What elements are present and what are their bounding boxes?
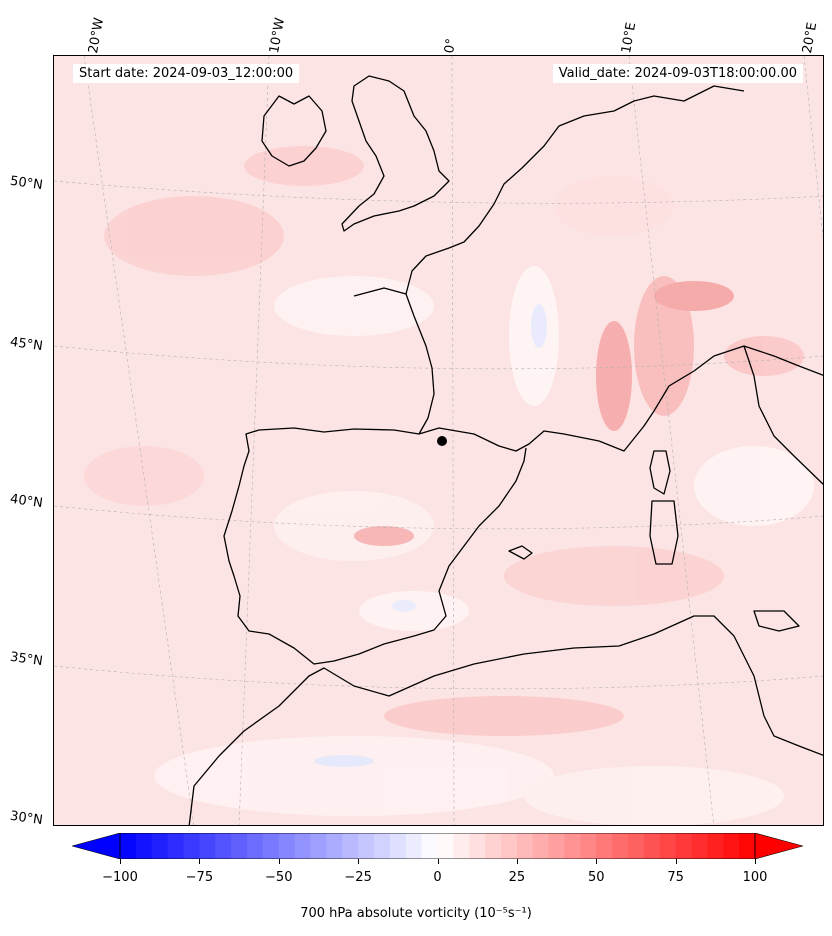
colorbar-max-arrow xyxy=(754,833,803,859)
colorbar-tick-label: 100 xyxy=(742,870,768,885)
colorbar-cell xyxy=(485,833,502,859)
coast-ireland xyxy=(261,95,327,167)
colorbar-tick-label: 0 xyxy=(433,870,442,885)
colorbar-tick-mark xyxy=(516,859,518,864)
graticule xyxy=(54,56,823,825)
colorbar-cell xyxy=(405,833,423,859)
lon-label-20e: 20°E xyxy=(800,21,821,55)
lon-label-10e: 10°E xyxy=(619,21,640,55)
colorbar-cell xyxy=(310,833,327,859)
colorbar-cell xyxy=(167,833,184,859)
colorbar-cell xyxy=(374,833,391,859)
coast-iberia xyxy=(223,427,527,665)
colorbar-tick-mark xyxy=(755,859,756,864)
colorbar-tick-label: 25 xyxy=(508,870,526,885)
colorbar-cell xyxy=(675,833,692,859)
colorbar-outline xyxy=(119,833,756,859)
lon-label-20w: 20°W xyxy=(86,16,108,55)
colorbar-cell xyxy=(183,833,200,859)
colorbar-cell xyxy=(564,833,581,859)
coast-france xyxy=(353,287,823,452)
colorbar-tick-label: 75 xyxy=(667,870,684,885)
coastlines xyxy=(188,75,823,825)
valid-date-box: Valid_date: 2024-09-03T18:00:00.00 xyxy=(552,64,803,83)
colorbar-cell xyxy=(628,833,645,859)
colorbar-cell xyxy=(294,833,311,859)
location-marker xyxy=(437,436,447,446)
colorbar-tick-mark xyxy=(596,859,598,864)
lon-label-0: 0° xyxy=(442,37,460,55)
colorbar-cell xyxy=(501,833,518,859)
colorbar-tick-mark xyxy=(199,859,201,864)
colorbar-cell xyxy=(358,833,375,859)
colorbar-tick-label: −100 xyxy=(102,870,138,885)
colorbar-cell xyxy=(342,833,359,859)
colorbar-cell xyxy=(326,833,343,859)
colorbar-cell xyxy=(247,833,264,859)
colorbar-cell xyxy=(421,833,438,859)
colorbar-cell xyxy=(389,833,407,859)
colorbar-tick-mark xyxy=(278,859,280,864)
colorbar-min-arrow xyxy=(72,833,121,859)
colorbar-tick-mark xyxy=(437,859,439,864)
colorbar-tick-mark xyxy=(120,859,121,864)
colorbar-tick-label: −25 xyxy=(344,870,372,885)
colorbar-cell xyxy=(215,833,232,859)
colorbar-cell xyxy=(120,833,137,859)
lat-label-40: 40°N xyxy=(9,491,44,512)
lat-label-45: 45°N xyxy=(9,334,44,355)
coast-north-africa xyxy=(188,615,823,825)
colorbar-tick-mark xyxy=(358,859,360,864)
lat-label-30: 30°N xyxy=(9,808,44,829)
coast-sardinia xyxy=(649,500,679,565)
coast-great-britain xyxy=(341,75,450,232)
colorbar-cell xyxy=(548,833,565,859)
map-canvas xyxy=(54,56,823,825)
coast-north-europe xyxy=(405,85,745,295)
colorbar-cell xyxy=(453,833,470,859)
colorbar-cell xyxy=(135,833,153,859)
colorbar-cell xyxy=(516,833,534,859)
colorbar-cell xyxy=(723,833,740,859)
coast-balearic xyxy=(508,545,533,560)
colorbar-title: 700 hPa absolute vorticity (10⁻⁵s⁻¹) xyxy=(300,906,532,921)
colorbar-cell xyxy=(612,833,629,859)
coast-corsica xyxy=(649,450,671,495)
colorbar-cell xyxy=(262,833,280,859)
lat-label-35: 35°N xyxy=(9,649,44,670)
lat-label-50: 50°N xyxy=(9,173,44,194)
colorbar-cell xyxy=(739,833,756,859)
coast-italy xyxy=(743,345,823,485)
colorbar-cell xyxy=(151,833,169,859)
colorbar-cell xyxy=(691,833,708,859)
colorbar-cell xyxy=(231,833,248,859)
colorbar-cell xyxy=(580,833,597,859)
colorbar-cell xyxy=(596,833,613,859)
colorbar-tick-label: 50 xyxy=(587,870,605,885)
colorbar-cell xyxy=(707,833,724,859)
colorbar-tick-label: −75 xyxy=(185,870,214,885)
start-date-box: Start date: 2024-09-03_12:00:00 xyxy=(73,64,300,83)
colorbar-cell xyxy=(199,833,216,859)
colorbar-cell xyxy=(643,833,661,859)
lon-label-10w: 10°W xyxy=(267,16,289,55)
vorticity-map xyxy=(53,55,824,826)
coast-sicily xyxy=(753,610,800,632)
colorbar-cell xyxy=(659,833,677,859)
colorbar-cell xyxy=(469,833,486,859)
colorbar-cell xyxy=(278,833,296,859)
colorbar-tick-label: −50 xyxy=(265,870,293,885)
colorbar xyxy=(72,833,803,859)
colorbar-tick-mark xyxy=(675,859,677,864)
colorbar-cell xyxy=(532,833,550,859)
colorbar-cell xyxy=(437,833,454,859)
